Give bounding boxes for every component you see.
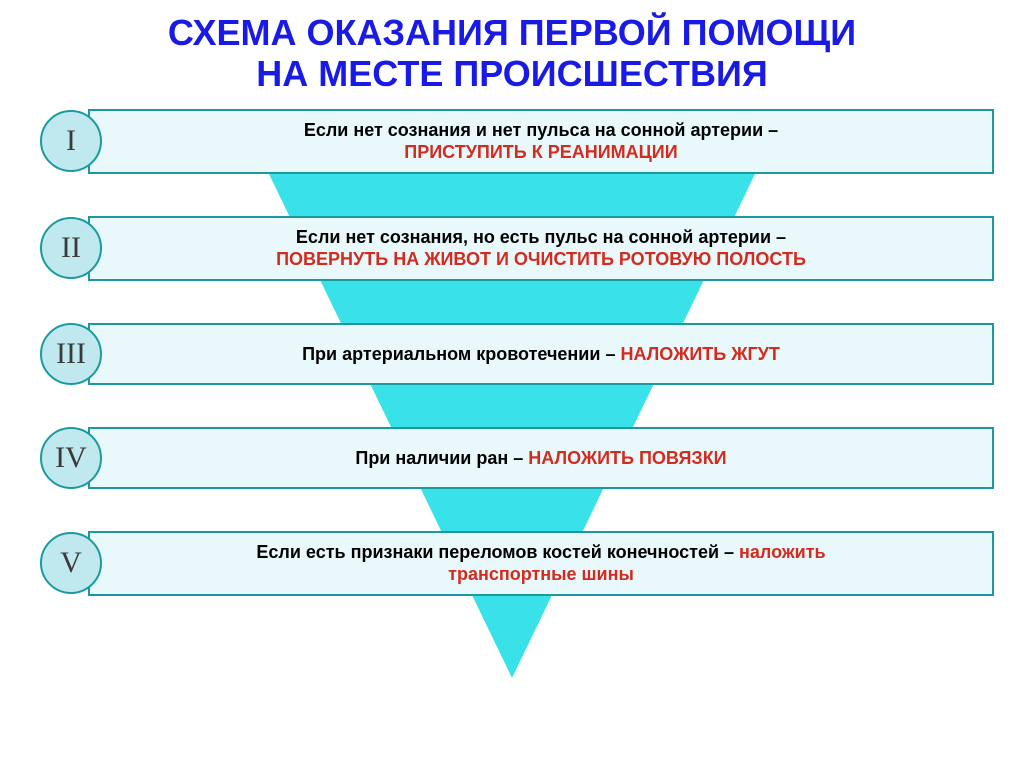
step-text-part: НАЛОЖИТЬ ЖГУТ <box>620 344 779 364</box>
step-row: III При артериальном кровотечении – НАЛОЖ… <box>30 323 994 385</box>
step-text-line: Если нет сознания и нет пульса на сонной… <box>304 119 778 142</box>
step-row: II Если нет сознания, но есть пульс на со… <box>30 216 994 281</box>
step-number-circle: III <box>40 323 102 385</box>
step-bar: Если есть признаки переломов костей коне… <box>88 531 994 596</box>
step-number-circle: II <box>40 217 102 279</box>
step-row: IV При наличии ран – НАЛОЖИТЬ ПОВЯЗКИ <box>30 427 994 489</box>
step-text-line: Если нет сознания, но есть пульс на сонн… <box>296 226 786 249</box>
steps-container: I Если нет сознания и нет пульса на сонно… <box>0 103 1024 596</box>
step-text-line: При наличии ран – НАЛОЖИТЬ ПОВЯЗКИ <box>355 447 726 470</box>
step-bar: Если нет сознания, но есть пульс на сонн… <box>88 216 994 281</box>
title-line2: НА МЕСТЕ ПРОИСШЕСТВИЯ <box>20 53 1004 94</box>
step-bar: При артериальном кровотечении – НАЛОЖИТЬ… <box>88 323 994 385</box>
step-text-line: При артериальном кровотечении – НАЛОЖИТЬ… <box>302 343 780 366</box>
step-number-circle: IV <box>40 427 102 489</box>
step-row: I Если нет сознания и нет пульса на сонно… <box>30 109 994 174</box>
step-text-part: При наличии ран – <box>355 448 528 468</box>
step-text-line: ПРИСТУПИТЬ К РЕАНИМАЦИИ <box>404 141 677 164</box>
step-text-part: Если есть признаки переломов костей коне… <box>256 542 739 562</box>
step-bar: При наличии ран – НАЛОЖИТЬ ПОВЯЗКИ <box>88 427 994 489</box>
step-number-circle: V <box>40 532 102 594</box>
title-line1: СХЕМА ОКАЗАНИЯ ПЕРВОЙ ПОМОЩИ <box>20 12 1004 53</box>
step-number-circle: I <box>40 110 102 172</box>
step-text-part: При артериальном кровотечении – <box>302 344 620 364</box>
step-bar: Если нет сознания и нет пульса на сонной… <box>88 109 994 174</box>
page-title: СХЕМА ОКАЗАНИЯ ПЕРВОЙ ПОМОЩИ НА МЕСТЕ ПР… <box>0 0 1024 103</box>
step-text-part: наложить <box>739 542 826 562</box>
step-text-line: транспортные шины <box>448 563 634 586</box>
step-text-line: Если есть признаки переломов костей коне… <box>256 541 825 564</box>
step-text-line: ПОВЕРНУТЬ НА ЖИВОТ И ОЧИСТИТЬ РОТОВУЮ ПО… <box>276 248 806 271</box>
step-text-part: НАЛОЖИТЬ ПОВЯЗКИ <box>528 448 726 468</box>
step-row: V Если есть признаки переломов костей кон… <box>30 531 994 596</box>
